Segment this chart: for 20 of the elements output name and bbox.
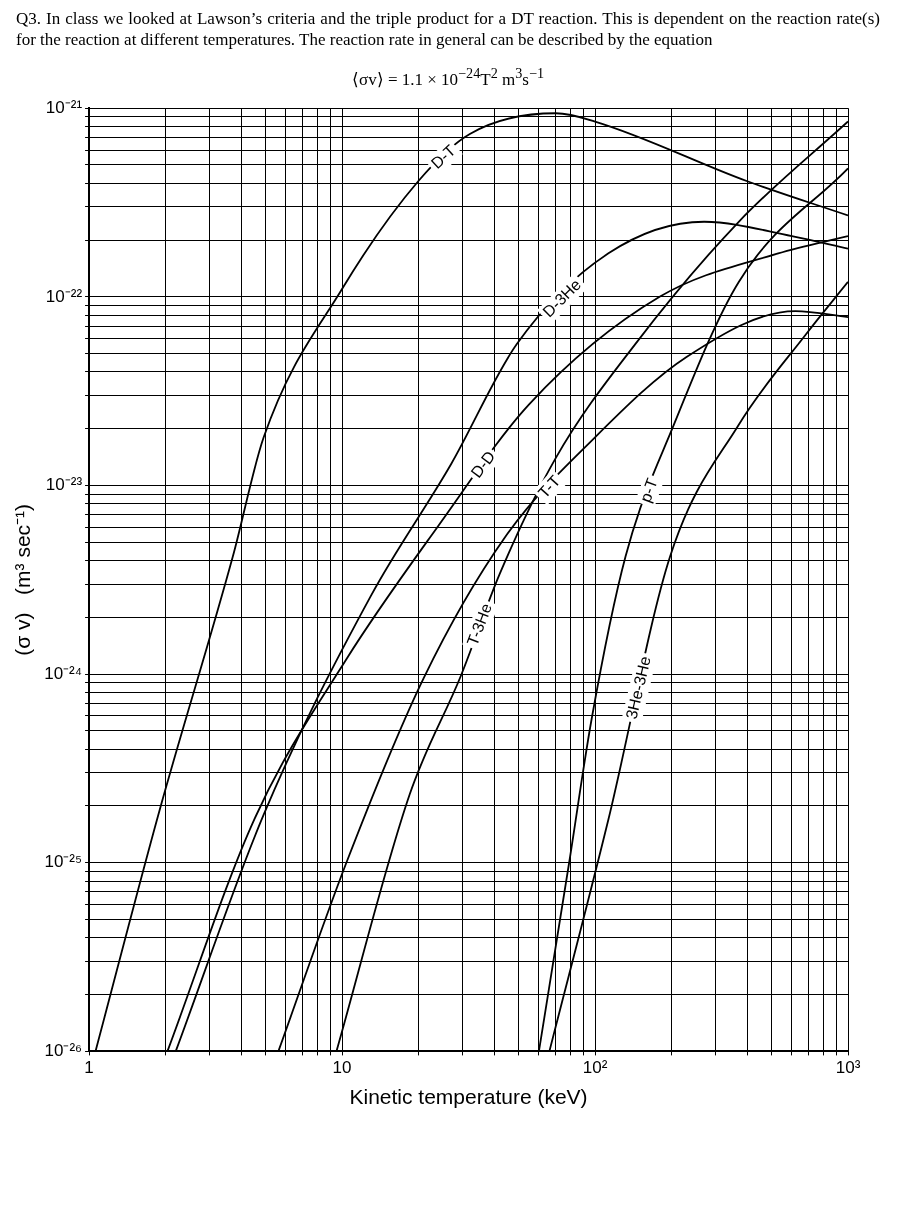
y-tick-label: 10⁻²⁵ <box>44 852 83 872</box>
y-tick-label: 10⁻²⁴ <box>44 663 83 683</box>
y-tick-label: 10⁻²² <box>45 286 83 306</box>
text: T-T <box>534 472 564 502</box>
x-axis-title: Kinetic temperature (keV) <box>349 1085 588 1109</box>
text: D-T <box>427 141 460 173</box>
x-tick-label: 10 <box>332 1058 352 1078</box>
y-axis-title: (σ v) (m³ sec⁻¹) <box>11 504 35 656</box>
text: D-D <box>467 448 499 482</box>
text: T-3He <box>463 601 496 648</box>
text: p-T <box>636 476 661 505</box>
chart-subtitle: ⟨σv⟩ = 1.1 × 10$^{−24}$T$^{2}$ m$^{3}$s$^{−1}$ <box>351 64 545 90</box>
text: 3He-3He <box>622 654 654 721</box>
chart-title: Q3. In class we looked at Lawson’s criteria and the triple product for a DT reaction. This is dependent on the reaction rate(s) for the reaction at different temperatures. The reaction rate in general can be described by the equation <box>16 8 880 51</box>
x-tick-label: 10² <box>582 1058 608 1078</box>
y-tick-label: 10⁻²³ <box>45 475 83 495</box>
y-tick-label: 10⁻²⁶ <box>44 1041 83 1061</box>
x-tick-label: 1 <box>84 1058 94 1078</box>
x-tick-label: 10³ <box>835 1058 861 1078</box>
y-tick-label: 10⁻²¹ <box>45 98 83 118</box>
